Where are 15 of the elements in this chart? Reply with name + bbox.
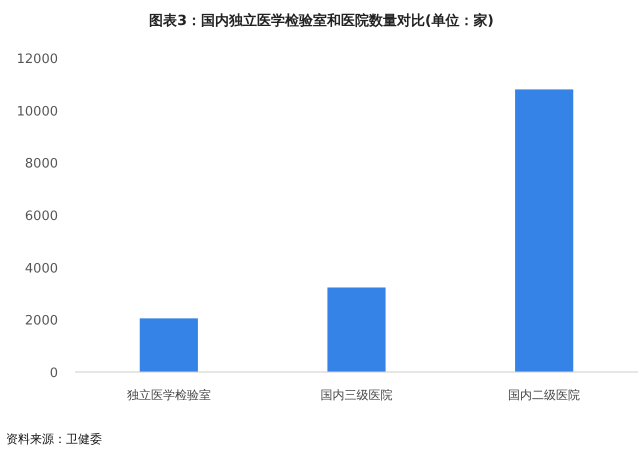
chart-title: 图表3：国内独立医学检验室和医院数量对比(单位：家) — [149, 12, 494, 29]
x-tick-label: 国内二级医院 — [508, 388, 580, 402]
text: 资料来源：卫健委 — [6, 432, 102, 446]
bar — [327, 287, 386, 372]
y-tick-label: 0 — [50, 366, 58, 381]
y-tick-label: 10000 — [16, 104, 58, 120]
y-tick-label: 6000 — [24, 209, 58, 224]
y-tick-label: 12000 — [16, 52, 58, 67]
y-tick-label: 2000 — [24, 314, 58, 329]
bar — [515, 89, 574, 372]
y-tick-label: 4000 — [24, 261, 58, 276]
bar — [140, 318, 198, 372]
x-tick-label: 国内三级医院 — [320, 388, 392, 402]
x-tick-label: 独立医学检验室 — [126, 388, 211, 402]
y-tick-label: 8000 — [24, 156, 58, 172]
